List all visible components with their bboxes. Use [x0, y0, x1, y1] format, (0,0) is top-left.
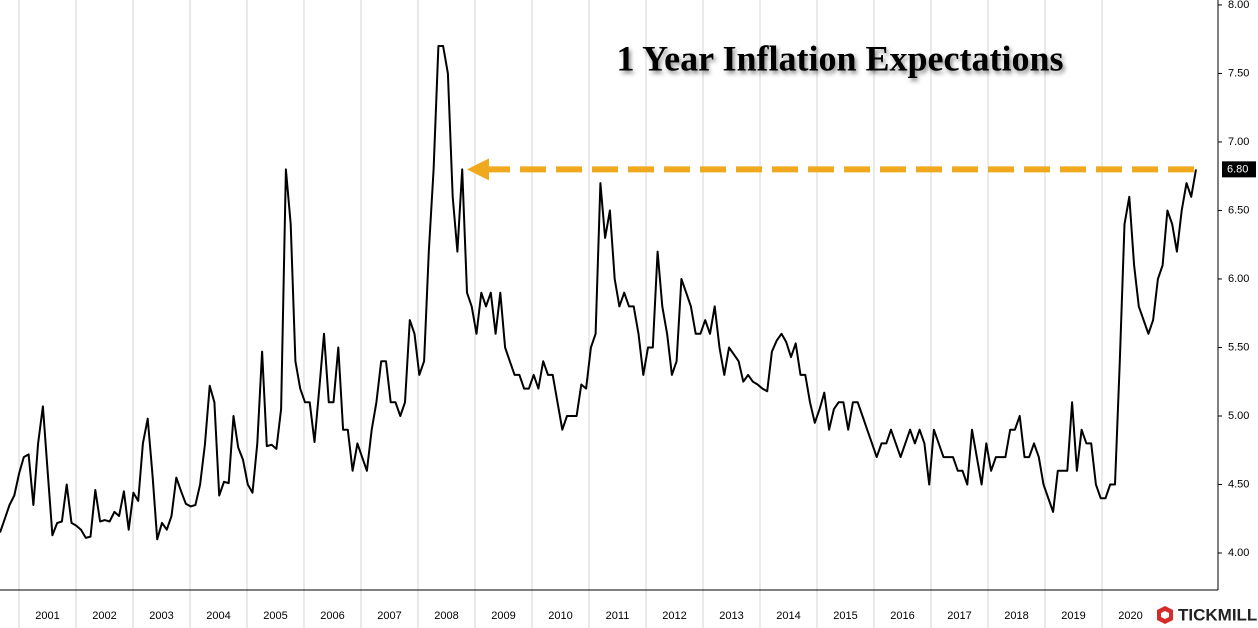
x-tick-label: 2009 — [491, 610, 515, 622]
arrow-head — [467, 158, 489, 181]
y-tick-label: 4.50 — [1228, 478, 1249, 490]
data-line — [0, 45, 1197, 541]
y-tick-label: 7.50 — [1228, 67, 1249, 79]
current-value-label: 6.80 — [1227, 163, 1248, 175]
x-tick-label: 2005 — [263, 610, 287, 622]
x-tick-label: 2007 — [377, 610, 401, 622]
y-tick-label: 4.00 — [1228, 547, 1249, 559]
y-tick-label: 5.00 — [1228, 410, 1249, 422]
y-tick-label: 7.00 — [1228, 136, 1249, 148]
x-tick-label: 2004 — [206, 610, 230, 622]
chart-title: 1 Year Inflation Expectations — [616, 38, 1063, 78]
y-tick-label: 6.00 — [1228, 273, 1249, 285]
x-tick-label: 2011 — [606, 610, 630, 622]
x-tick-label: 2019 — [1061, 610, 1085, 622]
x-tick-label: 2018 — [1004, 610, 1028, 622]
x-tick-label: 2016 — [890, 610, 914, 622]
x-tick-label: 2014 — [776, 610, 800, 622]
watermark: TICKMILL — [1178, 605, 1257, 624]
x-tick-label: 2020 — [1118, 610, 1142, 622]
x-tick-label: 2008 — [434, 610, 458, 622]
x-tick-label: 2017 — [947, 610, 971, 622]
current-value-box — [1222, 161, 1256, 178]
x-tick-label: 2010 — [548, 610, 572, 622]
x-tick-label: 2006 — [320, 610, 344, 622]
x-tick-label: 2013 — [719, 610, 743, 622]
x-tick-label: 2015 — [833, 610, 857, 622]
x-tick-label: 2003 — [149, 610, 173, 622]
y-tick-label: 5.50 — [1228, 341, 1249, 353]
y-tick-label: 8.00 — [1228, 0, 1249, 11]
x-tick-label: 2002 — [92, 610, 116, 622]
x-tick-label: 2001 — [35, 610, 59, 622]
x-tick-label: 2012 — [662, 610, 686, 622]
y-tick-label: 6.50 — [1228, 204, 1249, 216]
watermark-logo — [1157, 606, 1173, 624]
